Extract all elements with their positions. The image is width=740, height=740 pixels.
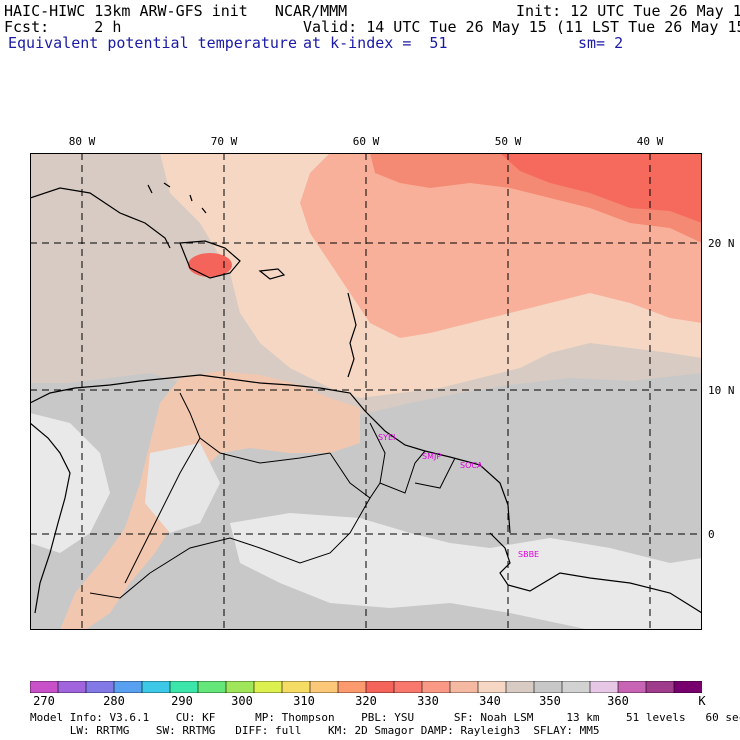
model-info-line2: LW: RRTMG SW: RRTMG DIFF: full KM: 2D Sm… (30, 724, 600, 737)
forecast-hour: Fcst: 2 h (4, 18, 122, 36)
colorbar-swatch (169, 681, 199, 693)
colorbar-swatch (281, 681, 311, 693)
lat-label-10n: 10 N (708, 384, 735, 397)
colorbar-label-280: 280 (103, 694, 125, 708)
theta-e-map: SYEI SMJP SOCA SBBE (30, 153, 702, 630)
field-red-core (500, 153, 702, 223)
colorbar-swatch (253, 681, 283, 693)
lat-label-20n: 20 N (708, 237, 735, 250)
colorbar-swatch (421, 681, 451, 693)
station-soca: SOCA (460, 461, 483, 470)
colorbar-swatch (449, 681, 479, 693)
init-time: Init: 12 UTC Tue 26 May 15 (516, 2, 740, 20)
lon-label-80w: 80 W (68, 135, 96, 148)
colorbar-swatch (533, 681, 563, 693)
colorbar-swatch (337, 681, 367, 693)
colorbar-swatch (477, 681, 507, 693)
colorbar-swatch (30, 681, 59, 693)
colorbar-label-350: 350 (539, 694, 561, 708)
lon-label-50w: 50 W (494, 135, 522, 148)
colorbar-label-360: 360 (607, 694, 629, 708)
field-white-west (30, 413, 110, 553)
colorbar-swatch (309, 681, 339, 693)
model-title: HAIC-HIWC 13km ARW-GFS init NCAR/MMM (4, 2, 348, 20)
coastlines (30, 182, 702, 614)
colorbar-swatch (225, 681, 255, 693)
field-white-south (230, 513, 702, 630)
lat-lon-grid (30, 153, 702, 630)
colorbar-swatch (505, 681, 535, 693)
station-sbbe: SBBE (518, 550, 539, 559)
lon-label-40w: 40 W (636, 135, 664, 148)
colorbar-swatch (645, 681, 675, 693)
colorbar-swatch (365, 681, 395, 693)
colorbar-swatch (393, 681, 423, 693)
colorbar-swatch (57, 681, 87, 693)
colorbar-label-330: 330 (417, 694, 439, 708)
lon-label-60w: 60 W (352, 135, 380, 148)
colorbar-label-320: 320 (355, 694, 377, 708)
smoothing: sm= 2 (578, 34, 624, 52)
field-white-center (145, 443, 220, 533)
field-hispaniola-warm (188, 253, 232, 277)
field-name: Equivalent potential temperature (8, 34, 297, 52)
colorbar-swatch (589, 681, 619, 693)
field-land-warm (60, 371, 360, 630)
colorbar (30, 681, 702, 693)
map-frame (30, 153, 702, 630)
colorbar-unit: K (698, 694, 706, 708)
lat-label-eq: 0 (708, 528, 715, 541)
colorbar-swatch (673, 681, 702, 693)
model-info-line1: Model Info: V3.6.1 CU: KF MP: Thompson P… (30, 711, 740, 724)
colorbar-swatch (197, 681, 227, 693)
station-smjp: SMJP (422, 452, 441, 461)
colorbar-label-300: 300 (231, 694, 253, 708)
country-borders (89, 392, 456, 599)
colorbar-label-290: 290 (171, 694, 193, 708)
valid-time: Valid: 14 UTC Tue 26 May 15 (11 LST Tue … (303, 18, 740, 36)
colorbar-swatch (561, 681, 591, 693)
k-index: at k-index = 51 (303, 34, 448, 52)
colorbar-swatch (113, 681, 143, 693)
colorbar-label-270: 270 (33, 694, 55, 708)
colorbar-swatch (617, 681, 647, 693)
station-syei: SYEI (378, 433, 395, 442)
colorbar-label-310: 310 (293, 694, 315, 708)
colorbar-label-340: 340 (479, 694, 501, 708)
lon-label-70w: 70 W (210, 135, 238, 148)
colorbar-swatch (85, 681, 115, 693)
colorbar-swatch (141, 681, 171, 693)
